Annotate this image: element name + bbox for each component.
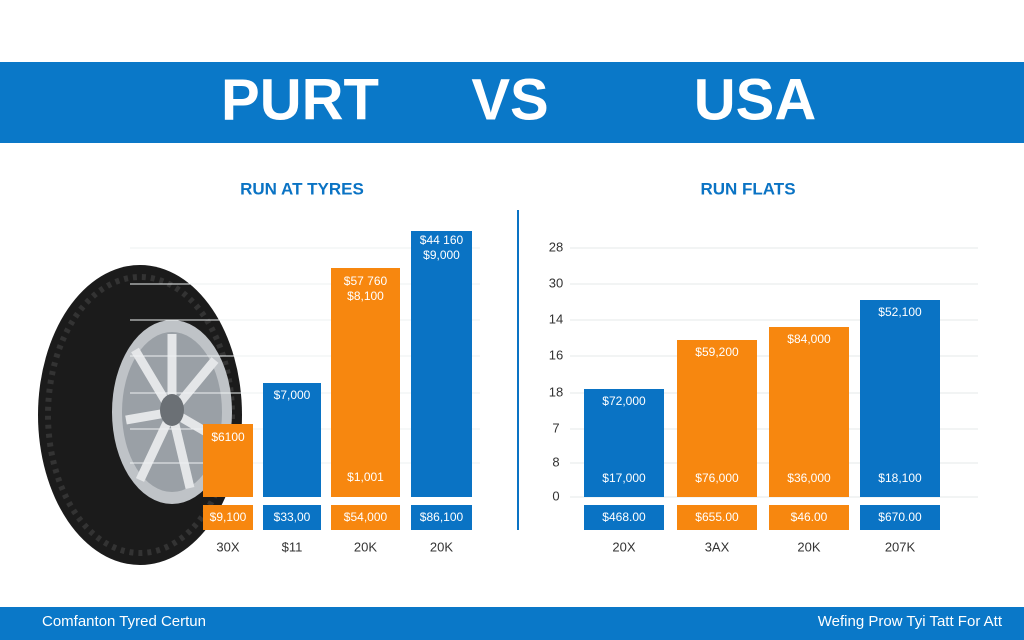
bar-label: $9,000 (423, 248, 460, 262)
y-label: 28 (549, 239, 563, 254)
bar-label: $59,200 (695, 345, 739, 359)
bottom-box (203, 505, 253, 530)
header-band (0, 62, 1024, 143)
header-left: PURT (221, 67, 379, 132)
bar (769, 327, 849, 497)
x-label: 20K (797, 539, 820, 554)
bar-label: $84,000 (787, 332, 831, 346)
y-label: 7 (552, 420, 559, 435)
bar-label: $44 160 (420, 233, 464, 247)
bottom-label: $86,100 (420, 510, 464, 524)
y-label: 30 (549, 275, 563, 290)
bottom-box (331, 505, 400, 530)
bar-label: $18,100 (878, 471, 922, 485)
footer-left: Comfanton Tyred Certun (42, 613, 206, 630)
bar-label: $6100 (211, 430, 245, 444)
bottom-box (411, 505, 472, 530)
bottom-label: $9,100 (210, 510, 247, 524)
bar (331, 268, 400, 497)
bar (263, 383, 321, 497)
bottom-label: $655.00 (695, 510, 739, 524)
bar-label: $7,000 (274, 388, 311, 402)
footer-band (0, 607, 1024, 640)
header-vs: VS (471, 67, 548, 132)
bottom-box (677, 505, 757, 530)
bottom-label: $46.00 (791, 510, 828, 524)
x-label: 20X (612, 539, 635, 554)
bottom-label: $670.00 (878, 510, 922, 524)
bar-label: $72,000 (602, 394, 646, 408)
bar-label: $36,000 (787, 471, 831, 485)
bar (411, 231, 472, 497)
bar-label: $57 760 (344, 274, 388, 288)
bar-label: $52,100 (878, 305, 922, 319)
bottom-label: $468.00 (602, 510, 646, 524)
bar (677, 340, 757, 497)
y-label: 8 (552, 454, 559, 469)
x-label: 20K (354, 539, 377, 554)
bar (203, 424, 253, 497)
x-label: 3AX (705, 539, 730, 554)
bottom-label: $33,00 (274, 510, 311, 524)
bar-label: $1,001 (347, 470, 384, 484)
bar-label: $8,100 (347, 289, 384, 303)
bottom-label: $54,000 (344, 510, 388, 524)
x-label: 20K (430, 539, 453, 554)
y-label: 16 (549, 347, 563, 362)
y-label: 0 (552, 488, 559, 503)
bottom-box (584, 505, 664, 530)
y-label: 14 (549, 311, 563, 326)
x-label: 30X (216, 539, 239, 554)
bottom-box (769, 505, 849, 530)
bottom-box (263, 505, 321, 530)
bar-label: $76,000 (695, 471, 739, 485)
right-title: RUN FLATS (700, 179, 795, 198)
header-right: USA (694, 67, 816, 132)
bar (584, 389, 664, 497)
x-label: 207K (885, 539, 916, 554)
bar-label: $17,000 (602, 471, 646, 485)
y-label: 18 (549, 384, 563, 399)
x-label: $11 (282, 539, 303, 554)
bar (860, 300, 940, 497)
bottom-box (860, 505, 940, 530)
left-title: RUN AT TYRES (240, 179, 364, 198)
footer-right: Wefing Prow Tyi Tatt For Att (818, 613, 1003, 630)
